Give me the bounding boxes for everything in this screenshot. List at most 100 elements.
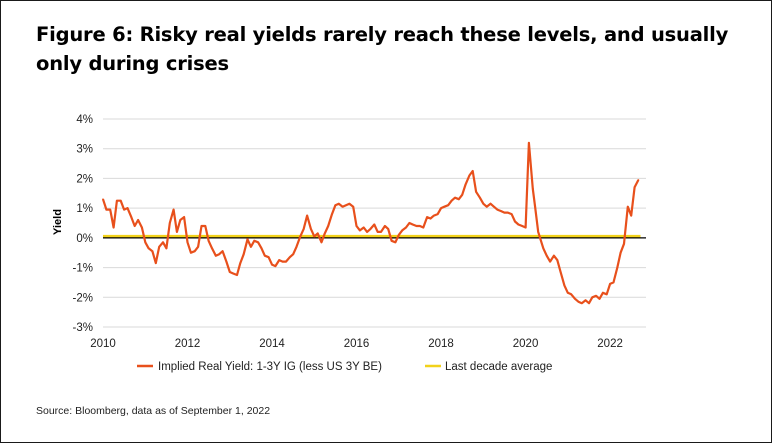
- data-point: [359, 229, 361, 232]
- data-point: [197, 246, 199, 248]
- data-point: [591, 296, 594, 299]
- data-point: [239, 262, 242, 264]
- data-point: [633, 186, 636, 189]
- data-point: [493, 205, 495, 208]
- data-point: [345, 204, 347, 206]
- data-point: [609, 283, 611, 285]
- data-point: [542, 247, 545, 250]
- data-point: [405, 226, 407, 229]
- y-tick-label: 0%: [76, 233, 93, 245]
- data-point: [137, 219, 139, 221]
- data-point: [549, 260, 551, 263]
- data-point: [352, 205, 355, 208]
- data-point: [394, 241, 397, 244]
- data-point: [422, 226, 425, 229]
- data-point: [200, 225, 203, 227]
- data-point: [183, 216, 185, 218]
- data-point: [602, 292, 604, 294]
- data-point: [285, 260, 287, 263]
- data-point: [510, 213, 513, 215]
- data-point: [172, 208, 175, 211]
- data-point: [401, 229, 404, 232]
- data-point: [338, 202, 340, 205]
- data-point: [229, 271, 231, 273]
- data-point: [553, 254, 555, 257]
- data-point: [563, 284, 566, 287]
- data-point: [260, 247, 263, 250]
- data-point: [271, 263, 273, 266]
- data-point: [528, 142, 530, 144]
- data-point: [532, 188, 534, 190]
- data-point: [398, 234, 400, 236]
- x-tick-label: 2020: [513, 338, 539, 350]
- data-point: [274, 265, 277, 267]
- data-point: [500, 210, 502, 212]
- data-point: [211, 247, 213, 250]
- data-point: [545, 254, 548, 257]
- data-point: [348, 202, 351, 205]
- legend-label-implied-real-yield: Implied Real Yield: 1-3Y IG (less US 3Y …: [158, 361, 382, 373]
- data-point: [559, 271, 562, 273]
- data-point: [479, 196, 481, 199]
- data-point: [112, 226, 115, 229]
- data-point: [369, 228, 372, 230]
- y-tick-label: -3%: [73, 322, 93, 334]
- data-point: [588, 302, 590, 305]
- data-point: [334, 204, 337, 206]
- data-point: [253, 240, 256, 242]
- x-tick-label: 2012: [175, 338, 201, 350]
- data-point: [584, 299, 587, 302]
- data-point: [109, 208, 111, 211]
- data-point: [302, 228, 305, 230]
- data-point: [637, 179, 640, 181]
- data-point: [517, 223, 520, 226]
- data-point: [324, 232, 326, 235]
- data-point: [133, 225, 136, 227]
- data-point: [556, 259, 559, 261]
- y-tick-label: -1%: [73, 263, 93, 275]
- data-point: [461, 194, 464, 196]
- data-point: [119, 199, 122, 202]
- data-point: [267, 256, 270, 259]
- data-point: [165, 247, 168, 250]
- data-point: [419, 225, 421, 227]
- data-point: [299, 235, 302, 238]
- data-point: [130, 216, 133, 218]
- data-point: [257, 241, 259, 244]
- data-point: [482, 202, 485, 205]
- legend-label-average: Last decade average: [445, 361, 552, 373]
- data-point: [179, 219, 182, 221]
- data-point: [373, 223, 376, 226]
- data-point: [186, 241, 189, 244]
- data-point: [306, 214, 308, 217]
- data-point: [316, 232, 319, 235]
- y-tick-label: -2%: [73, 292, 93, 304]
- y-tick-label: 3%: [76, 144, 93, 156]
- data-point: [537, 231, 539, 233]
- x-tick-label: 2018: [428, 338, 454, 350]
- data-point: [458, 198, 460, 200]
- data-point: [436, 213, 439, 215]
- data-point: [162, 241, 164, 244]
- x-tick-label: 2014: [259, 338, 285, 350]
- y-axis: 4% 3% 2% 1% 0% -1% -2% -3%: [73, 114, 93, 334]
- data-point: [577, 300, 580, 303]
- data-point: [207, 240, 210, 242]
- chart-title: Figure 6: Risky real yields rarely reach…: [36, 23, 729, 75]
- data-point: [250, 246, 252, 248]
- data-point: [454, 196, 456, 199]
- data-point: [190, 251, 192, 254]
- data-point: [366, 231, 368, 233]
- data-point: [447, 204, 450, 206]
- legend: Implied Real Yield: 1-3Y IG (less US 3Y …: [137, 361, 552, 373]
- data-point: [218, 253, 220, 255]
- x-tick-label: 2022: [597, 338, 623, 350]
- data-point: [147, 247, 150, 250]
- data-point: [380, 231, 382, 233]
- source-note: Source: Bloomberg, data as of September …: [36, 405, 271, 417]
- data-point: [595, 295, 597, 297]
- data-point: [433, 214, 435, 217]
- data-point: [450, 199, 453, 202]
- data-point: [169, 222, 171, 224]
